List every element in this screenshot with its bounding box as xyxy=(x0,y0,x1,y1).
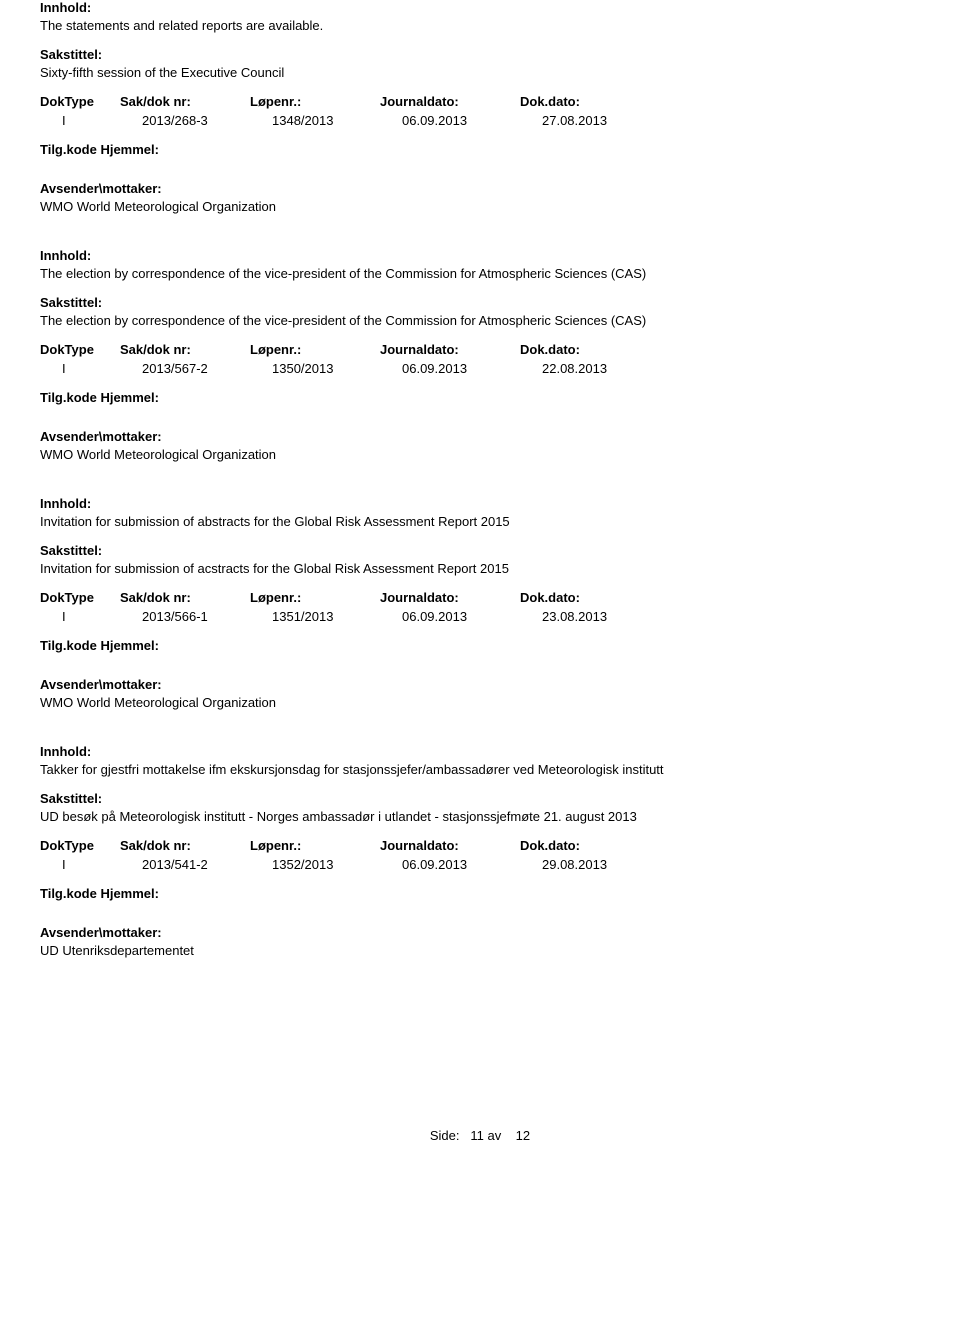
cell-lopenr: 1352/2013 xyxy=(272,857,402,872)
col-header-dokdato: Dok.dato: xyxy=(520,94,660,109)
sakstittel-text: UD besøk på Meteorologisk institutt - No… xyxy=(40,809,920,824)
col-header-sakdok: Sak/dok nr: xyxy=(120,838,250,853)
innhold-label: Innhold: xyxy=(40,248,920,263)
avsender-text: WMO World Meteorological Organization xyxy=(40,447,920,462)
journal-entry: Innhold: Invitation for submission of ab… xyxy=(40,496,920,710)
journal-entry: Innhold: The statements and related repo… xyxy=(40,0,920,214)
innhold-text: Invitation for submission of abstracts f… xyxy=(40,514,920,529)
innhold-text: The election by correspondence of the vi… xyxy=(40,266,920,281)
avsender-block: Avsender\mottaker: WMO World Meteorologi… xyxy=(40,181,920,214)
col-header-journaldato: Journaldato: xyxy=(380,838,520,853)
journal-entry: Innhold: The election by correspondence … xyxy=(40,248,920,462)
avsender-text: UD Utenriksdepartementet xyxy=(40,943,920,958)
tilgkode-label: Tilg.kode xyxy=(40,142,97,157)
table-row: I 2013/566-1 1351/2013 06.09.2013 23.08.… xyxy=(40,609,920,624)
col-header-doktype: DokType xyxy=(40,838,120,853)
avsender-block: Avsender\mottaker: WMO World Meteorologi… xyxy=(40,429,920,462)
avsender-label: Avsender\mottaker: xyxy=(40,429,920,444)
document-page: Innhold: The statements and related repo… xyxy=(0,0,960,1183)
sakstittel-text: Sixty-fifth session of the Executive Cou… xyxy=(40,65,920,80)
sakstittel-label: Sakstittel: xyxy=(40,791,920,806)
col-header-doktype: DokType xyxy=(40,342,120,357)
cell-lopenr: 1351/2013 xyxy=(272,609,402,624)
col-header-lopenr: Løpenr.: xyxy=(250,342,380,357)
cell-journaldato: 06.09.2013 xyxy=(402,609,542,624)
avsender-block: Avsender\mottaker: WMO World Meteorologi… xyxy=(40,677,920,710)
col-header-sakdok: Sak/dok nr: xyxy=(120,342,250,357)
innhold-label: Innhold: xyxy=(40,744,920,759)
cell-dokdato: 29.08.2013 xyxy=(542,857,682,872)
table-row: I 2013/541-2 1352/2013 06.09.2013 29.08.… xyxy=(40,857,920,872)
hjemmel-label: Hjemmel: xyxy=(100,390,159,405)
table-header-row: DokType Sak/dok nr: Løpenr.: Journaldato… xyxy=(40,94,920,109)
col-header-lopenr: Løpenr.: xyxy=(250,590,380,605)
cell-dokdato: 22.08.2013 xyxy=(542,361,682,376)
avsender-block: Avsender\mottaker: UD Utenriksdepartemen… xyxy=(40,925,920,958)
tilgkode-label: Tilg.kode xyxy=(40,886,97,901)
sakstittel-text: The election by correspondence of the vi… xyxy=(40,313,920,328)
cell-dokdato: 23.08.2013 xyxy=(542,609,682,624)
cell-doktype: I xyxy=(40,609,142,624)
cell-sakdok: 2013/566-1 xyxy=(142,609,272,624)
tilgkode-hjemmel-row: Tilg.kode Hjemmel: xyxy=(40,390,920,405)
cell-journaldato: 06.09.2013 xyxy=(402,361,542,376)
col-header-journaldato: Journaldato: xyxy=(380,590,520,605)
hjemmel-label: Hjemmel: xyxy=(100,886,159,901)
avsender-label: Avsender\mottaker: xyxy=(40,181,920,196)
cell-sakdok: 2013/541-2 xyxy=(142,857,272,872)
page-current: 11 xyxy=(470,1128,484,1143)
page-footer: Side: 11 av 12 xyxy=(40,1128,920,1143)
tilgkode-hjemmel-row: Tilg.kode Hjemmel: xyxy=(40,886,920,901)
innhold-text: Takker for gjestfri mottakelse ifm eksku… xyxy=(40,762,920,777)
col-header-journaldato: Journaldato: xyxy=(380,342,520,357)
cell-doktype: I xyxy=(40,113,142,128)
col-header-sakdok: Sak/dok nr: xyxy=(120,94,250,109)
col-header-lopenr: Løpenr.: xyxy=(250,94,380,109)
cell-sakdok: 2013/268-3 xyxy=(142,113,272,128)
cell-doktype: I xyxy=(40,361,142,376)
page-total: 12 xyxy=(516,1128,530,1143)
sakstittel-label: Sakstittel: xyxy=(40,543,920,558)
cell-journaldato: 06.09.2013 xyxy=(402,113,542,128)
innhold-text: The statements and related reports are a… xyxy=(40,18,920,33)
col-header-dokdato: Dok.dato: xyxy=(520,590,660,605)
cell-dokdato: 27.08.2013 xyxy=(542,113,682,128)
hjemmel-label: Hjemmel: xyxy=(100,142,159,157)
tilgkode-label: Tilg.kode xyxy=(40,638,97,653)
avsender-text: WMO World Meteorological Organization xyxy=(40,199,920,214)
col-header-lopenr: Løpenr.: xyxy=(250,838,380,853)
table-row: I 2013/567-2 1350/2013 06.09.2013 22.08.… xyxy=(40,361,920,376)
table-header-row: DokType Sak/dok nr: Løpenr.: Journaldato… xyxy=(40,590,920,605)
tilgkode-label: Tilg.kode xyxy=(40,390,97,405)
cell-lopenr: 1350/2013 xyxy=(272,361,402,376)
tilgkode-hjemmel-row: Tilg.kode Hjemmel: xyxy=(40,142,920,157)
table-header-row: DokType Sak/dok nr: Løpenr.: Journaldato… xyxy=(40,342,920,357)
cell-lopenr: 1348/2013 xyxy=(272,113,402,128)
innhold-label: Innhold: xyxy=(40,0,920,15)
cell-journaldato: 06.09.2013 xyxy=(402,857,542,872)
col-header-dokdato: Dok.dato: xyxy=(520,342,660,357)
sakstittel-label: Sakstittel: xyxy=(40,47,920,62)
tilgkode-hjemmel-row: Tilg.kode Hjemmel: xyxy=(40,638,920,653)
cell-doktype: I xyxy=(40,857,142,872)
col-header-doktype: DokType xyxy=(40,590,120,605)
av-label: av xyxy=(487,1128,501,1143)
col-header-sakdok: Sak/dok nr: xyxy=(120,590,250,605)
avsender-label: Avsender\mottaker: xyxy=(40,925,920,940)
avsender-text: WMO World Meteorological Organization xyxy=(40,695,920,710)
avsender-label: Avsender\mottaker: xyxy=(40,677,920,692)
journal-entry: Innhold: Takker for gjestfri mottakelse … xyxy=(40,744,920,958)
innhold-label: Innhold: xyxy=(40,496,920,511)
hjemmel-label: Hjemmel: xyxy=(100,638,159,653)
table-row: I 2013/268-3 1348/2013 06.09.2013 27.08.… xyxy=(40,113,920,128)
col-header-doktype: DokType xyxy=(40,94,120,109)
cell-sakdok: 2013/567-2 xyxy=(142,361,272,376)
sakstittel-label: Sakstittel: xyxy=(40,295,920,310)
col-header-journaldato: Journaldato: xyxy=(380,94,520,109)
col-header-dokdato: Dok.dato: xyxy=(520,838,660,853)
side-label: Side: xyxy=(430,1128,460,1143)
sakstittel-text: Invitation for submission of acstracts f… xyxy=(40,561,920,576)
table-header-row: DokType Sak/dok nr: Løpenr.: Journaldato… xyxy=(40,838,920,853)
